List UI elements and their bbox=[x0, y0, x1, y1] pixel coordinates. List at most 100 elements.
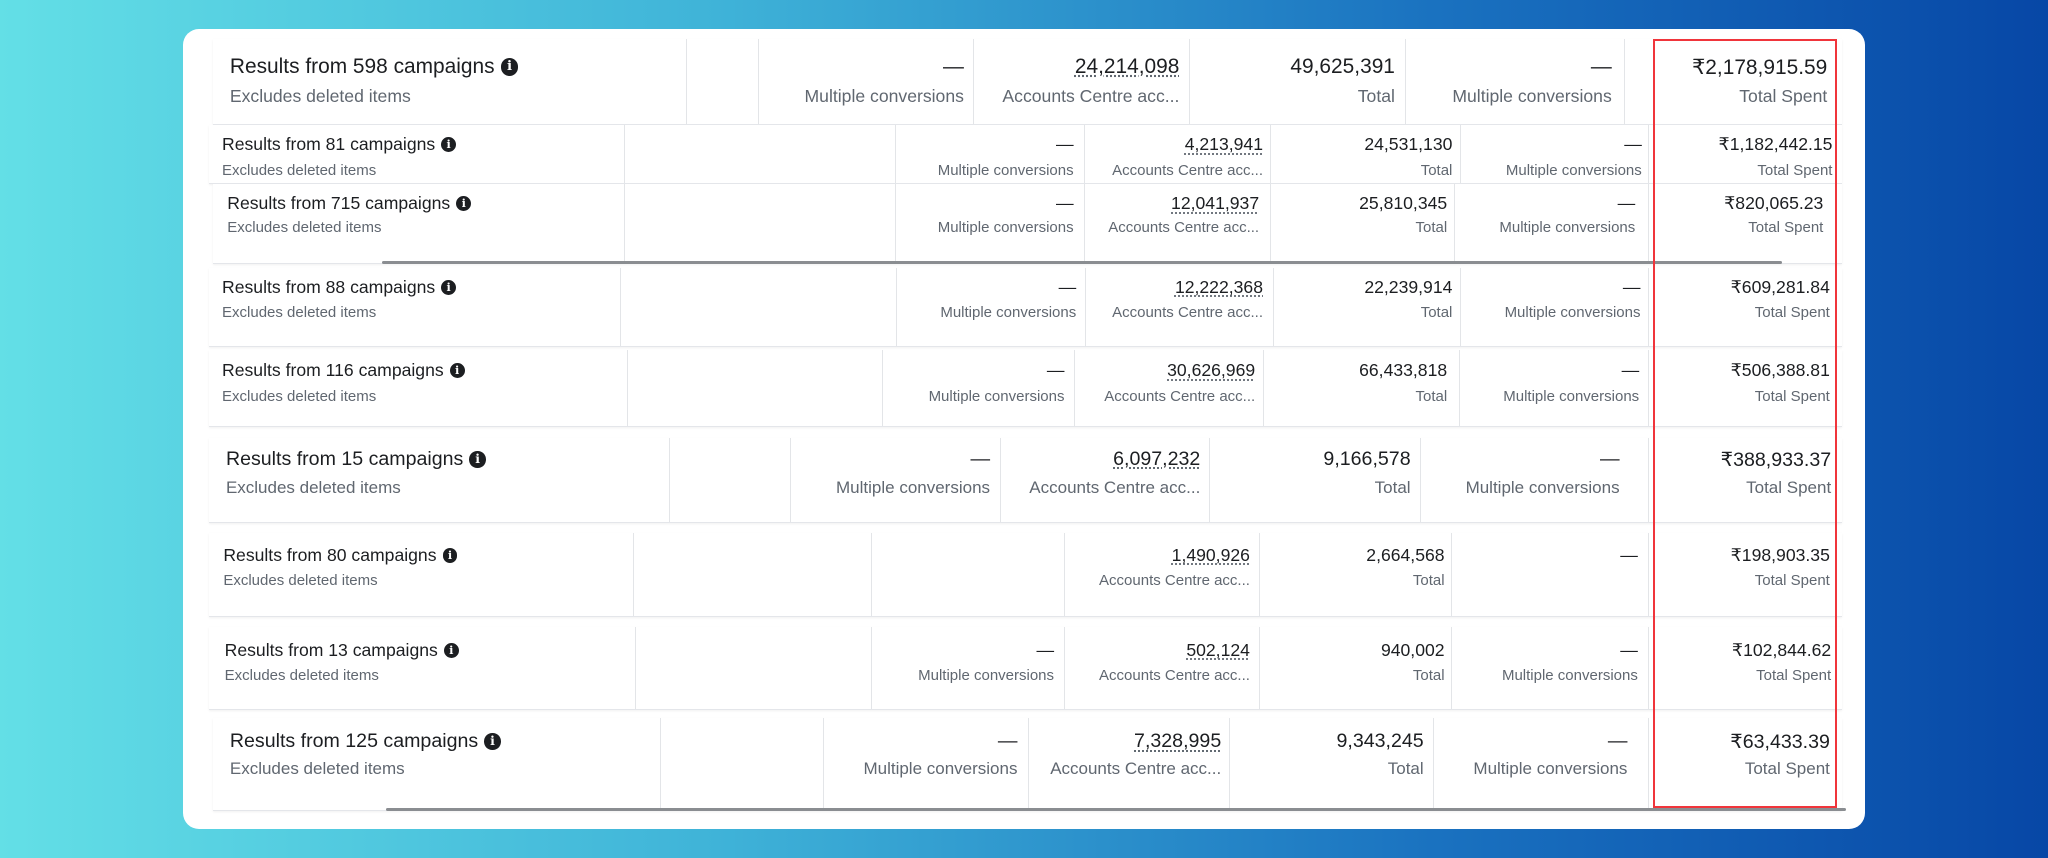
metric-value[interactable]: 502,124 bbox=[1186, 640, 1250, 661]
metric-label: Total bbox=[1415, 219, 1448, 237]
metric-label: Accounts Centre acc... bbox=[1112, 161, 1263, 179]
metric-value[interactable]: 12,222,368 bbox=[1174, 276, 1263, 297]
metric-value[interactable]: 6,097,232 bbox=[1113, 447, 1201, 470]
campaign-results-row: Results from 598 campaigns i Excludes dele… bbox=[212, 39, 1842, 126]
campaign-results-row: Results from 715 campaigns i Excludes dele… bbox=[212, 184, 1842, 264]
metric-label: Multiple conversions bbox=[937, 219, 1074, 237]
metric-label: Multiple conversions bbox=[836, 478, 991, 498]
excludes-deleted-note: Excludes deleted items bbox=[222, 304, 377, 322]
column-divider bbox=[659, 718, 661, 810]
metric-label: Multiple conversions bbox=[863, 758, 1018, 778]
column-divider bbox=[1432, 718, 1434, 810]
screenshot-card: Results from 598 campaigns i Excludes dele… bbox=[183, 29, 1865, 829]
metric-value: — bbox=[1621, 360, 1640, 381]
metric-value: — bbox=[1058, 276, 1077, 297]
column-divider bbox=[973, 39, 975, 125]
metric-label: Total Spent bbox=[1739, 86, 1828, 107]
info-icon[interactable]: i bbox=[442, 547, 458, 563]
excludes-deleted-note: Excludes deleted items bbox=[223, 572, 378, 590]
results-title: Results from 715 campaigns i bbox=[227, 193, 472, 214]
results-title-text: Results from 15 campaigns bbox=[225, 447, 464, 470]
info-icon[interactable]: i bbox=[449, 363, 465, 379]
results-title: Results from 116 campaigns i bbox=[222, 360, 465, 381]
info-icon[interactable]: i bbox=[443, 643, 459, 659]
metric-value: — bbox=[997, 730, 1018, 753]
column-divider bbox=[1064, 626, 1066, 710]
excludes-deleted-note: Excludes deleted items bbox=[222, 161, 377, 179]
column-divider bbox=[1000, 437, 1002, 523]
column-divider bbox=[881, 350, 883, 426]
column-divider bbox=[1209, 437, 1211, 523]
horizontal-scrollbar[interactable] bbox=[386, 808, 1846, 811]
column-divider bbox=[790, 437, 792, 523]
column-divider bbox=[1648, 267, 1650, 347]
campaign-results-row: Results from 88 campaigns i Excludes delet… bbox=[208, 267, 1842, 348]
horizontal-scrollbar[interactable] bbox=[382, 261, 1782, 264]
metric-value: — bbox=[1617, 193, 1636, 214]
column-divider bbox=[1648, 437, 1650, 523]
metric-label: Accounts Centre acc... bbox=[1112, 304, 1263, 322]
info-icon[interactable]: i bbox=[484, 733, 501, 750]
column-divider bbox=[634, 626, 636, 710]
metric-label: Total Spent bbox=[1754, 304, 1830, 322]
metric-label: Total bbox=[1420, 161, 1453, 179]
column-divider bbox=[620, 267, 622, 347]
column-divider bbox=[624, 125, 626, 183]
metric-value: — bbox=[1599, 447, 1620, 470]
metric-value[interactable]: 1,490,926 bbox=[1171, 544, 1250, 565]
metric-label: Multiple conversions bbox=[1465, 478, 1620, 498]
metric-label: Multiple conversions bbox=[1501, 667, 1638, 685]
info-icon[interactable]: i bbox=[469, 451, 486, 468]
results-title: Results from 125 campaigns i bbox=[230, 730, 501, 753]
metric-value: — bbox=[1590, 54, 1612, 78]
metric-value[interactable]: 24,214,098 bbox=[1074, 54, 1180, 78]
column-divider bbox=[1188, 39, 1190, 125]
campaign-results-row: Results from 81 campaigns i Excludes delet… bbox=[208, 125, 1842, 184]
info-icon[interactable]: i bbox=[456, 196, 472, 212]
column-divider bbox=[685, 39, 687, 125]
metric-value: 940,002 bbox=[1380, 640, 1445, 661]
info-icon[interactable]: i bbox=[441, 279, 457, 295]
column-divider bbox=[1419, 437, 1421, 523]
metric-value: — bbox=[970, 447, 991, 470]
excludes-deleted-note: Excludes deleted items bbox=[229, 86, 411, 107]
results-title-text: Results from 80 campaigns bbox=[223, 544, 437, 565]
amount-spent-value: ₹609,281.84 bbox=[1730, 276, 1830, 297]
results-title-text: Results from 116 campaigns bbox=[222, 360, 444, 381]
metric-value: — bbox=[1036, 640, 1055, 661]
results-title-text: Results from 598 campaigns bbox=[229, 54, 495, 78]
metric-label: Accounts Centre acc... bbox=[1050, 758, 1222, 778]
amount-spent-value: ₹102,844.62 bbox=[1731, 640, 1832, 661]
info-icon[interactable]: i bbox=[500, 57, 519, 76]
metric-value[interactable]: 30,626,969 bbox=[1167, 360, 1256, 381]
metric-value[interactable]: 4,213,941 bbox=[1184, 134, 1263, 155]
metric-label: Total Spent bbox=[1744, 758, 1830, 778]
metric-value: — bbox=[1046, 360, 1065, 381]
metric-label: Accounts Centre acc... bbox=[1104, 387, 1256, 405]
column-divider bbox=[1064, 532, 1066, 617]
info-icon[interactable]: i bbox=[441, 137, 457, 153]
column-divider bbox=[626, 350, 628, 426]
metric-value[interactable]: 12,041,937 bbox=[1171, 193, 1260, 214]
column-divider bbox=[1263, 350, 1264, 426]
column-divider bbox=[1405, 39, 1407, 125]
amount-spent-value: ₹388,933.37 bbox=[1720, 448, 1832, 471]
results-title-text: Results from 13 campaigns bbox=[224, 640, 438, 661]
excludes-deleted-note: Excludes deleted items bbox=[227, 219, 382, 237]
metric-value: — bbox=[1056, 134, 1074, 155]
column-divider bbox=[1073, 350, 1075, 426]
column-divider bbox=[757, 39, 759, 125]
metric-label: Total bbox=[1357, 86, 1395, 107]
campaign-results-row: Results from 125 campaigns i Excludes dele… bbox=[212, 718, 1842, 811]
metric-label: Multiple conversions bbox=[937, 161, 1074, 179]
metric-label: Multiple conversions bbox=[1504, 304, 1641, 322]
metric-label: Accounts Centre acc... bbox=[1099, 667, 1250, 685]
column-divider bbox=[1648, 125, 1650, 183]
column-divider bbox=[1259, 532, 1261, 617]
metric-label: Accounts Centre acc... bbox=[1099, 572, 1250, 590]
metric-value: 2,664,568 bbox=[1366, 544, 1445, 565]
metric-value[interactable]: 7,328,995 bbox=[1134, 730, 1222, 753]
metric-value: — bbox=[1622, 276, 1641, 297]
metric-value: 49,625,391 bbox=[1290, 54, 1395, 78]
column-divider bbox=[624, 184, 626, 263]
